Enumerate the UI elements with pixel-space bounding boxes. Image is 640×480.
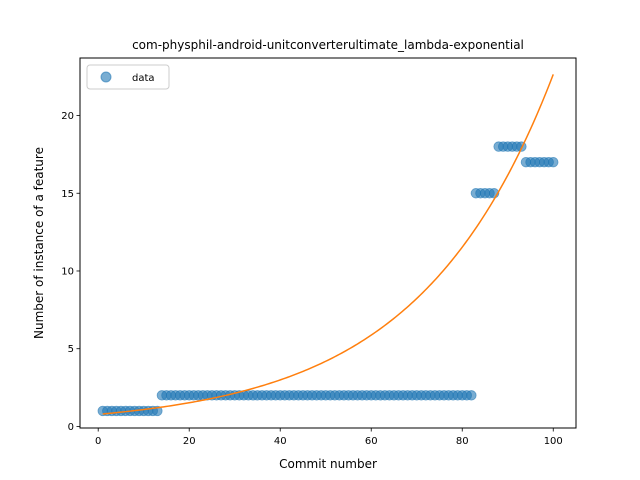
- x-tick-label: 80: [456, 436, 469, 447]
- x-tick-label: 0: [95, 436, 101, 447]
- legend-marker-data: [100, 71, 112, 83]
- y-tick-label: 0: [68, 422, 74, 433]
- chart-title: com-physphil-android-unitconverterultima…: [132, 38, 524, 52]
- y-axis-label: Number of instance of a feature: [32, 147, 46, 339]
- y-axis: 0 5 10 15 20: [61, 111, 80, 433]
- fit-line: [102, 74, 554, 415]
- data-point: [466, 390, 477, 401]
- legend: data: [86, 64, 170, 90]
- x-tick-label: 20: [183, 436, 196, 447]
- plot-frame: [79, 57, 577, 429]
- y-tick-label: 15: [61, 189, 74, 200]
- x-tick-label: 60: [365, 436, 378, 447]
- y-tick-label: 5: [68, 344, 74, 355]
- x-axis: 0 20 40 60 80 100: [95, 428, 563, 447]
- legend-label-data: data: [132, 73, 155, 84]
- data-point: [548, 156, 559, 168]
- x-tick-label: 100: [544, 436, 563, 447]
- series-layer: [97, 74, 559, 417]
- plot-area: [80, 58, 576, 428]
- y-tick-label: 20: [61, 111, 74, 122]
- x-axis-label: Commit number: [279, 457, 377, 471]
- x-tick-label: 40: [274, 436, 287, 447]
- legend-box: [86, 64, 170, 90]
- y-tick-label: 10: [61, 266, 74, 277]
